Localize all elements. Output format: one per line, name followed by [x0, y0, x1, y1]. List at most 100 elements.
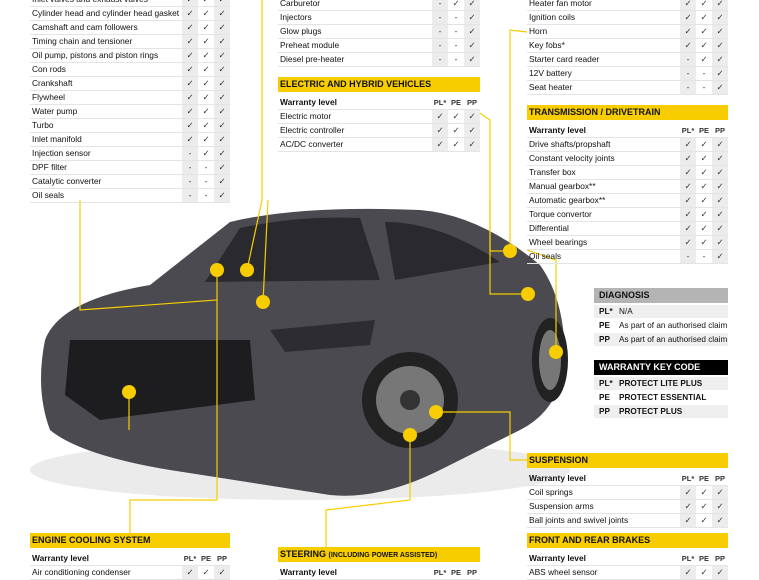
table-row: Camshaft and cam followers ✓ ✓ ✓ [30, 21, 230, 35]
coverage-mark: ✓ [712, 138, 728, 151]
coverage-mark: - [204, 190, 208, 200]
coverage-mark: ✓ [680, 194, 696, 207]
table-row: Crankshaft ✓ ✓ ✓ [30, 77, 230, 91]
coverage-mark: ✓ [700, 26, 708, 36]
column-header: PE [698, 474, 709, 483]
coverage-mark: ✓ [198, 0, 214, 6]
coverage-mark: ✓ [464, 138, 480, 151]
coverage-mark: ✓ [202, 78, 210, 88]
table-row: Heater fan motor ✓ ✓ ✓ [527, 0, 728, 11]
component-name: Inlet manifold [32, 134, 82, 144]
table-row: Horn ✓ ✓ ✓ [527, 25, 728, 39]
coverage-mark: ✓ [202, 134, 210, 144]
column-header-row: Warranty level PL* PE PP [278, 566, 480, 580]
table-row: ABS wheel sensor ✓ ✓ ✓ [527, 566, 728, 580]
warranty-level-label: Warranty level [280, 567, 337, 577]
column-header-row: Warranty level PL* PE PP [278, 96, 480, 110]
coverage-mark: - [680, 67, 696, 80]
component-name: Horn [529, 26, 548, 36]
coverage-mark: ✓ [712, 25, 728, 38]
table-row: DPF filter - - ✓ [30, 161, 230, 175]
column-header: PE [450, 98, 461, 107]
coverage-mark: ✓ [700, 167, 708, 177]
table-row: Timing chain and tensioner ✓ ✓ ✓ [30, 35, 230, 49]
warranty-level-label: Warranty level [280, 97, 337, 107]
component-name: Heater fan motor [529, 0, 592, 8]
coverage-mark: ✓ [182, 0, 198, 6]
coverage-mark: ✓ [214, 91, 230, 104]
coverage-mark: ✓ [214, 175, 230, 188]
table-row: Cylinder head and cylinder head gasket ✓ ✓… [30, 7, 230, 21]
component-name: Glow plugs [280, 26, 322, 36]
coverage-mark: ✓ [202, 92, 210, 102]
coverage-mark: ✓ [182, 133, 198, 146]
table-row: Key fobs* ✓ ✓ ✓ [527, 39, 728, 53]
component-name: Seat heater [529, 82, 573, 92]
column-header: PE [200, 554, 211, 563]
coverage-mark: ✓ [712, 222, 728, 235]
coverage-mark: ✓ [680, 152, 696, 165]
coverage-mark: ✓ [214, 105, 230, 118]
coverage-mark: ✓ [680, 39, 696, 52]
table-row: Starter card reader - ✓ ✓ [527, 53, 728, 67]
coverage-mark: ✓ [214, 35, 230, 48]
key-code-table: WARRANTY KEY CODE PL* PROTECT LITE PLUS PE P… [594, 360, 728, 419]
coverage-mark: ✓ [712, 0, 728, 10]
column-header-row: Warranty level PL* PE PP [527, 472, 728, 486]
cooling-table: ENGINE COOLING SYSTEM Warranty level PL* PE… [30, 533, 230, 580]
coverage-mark: - [702, 82, 706, 92]
coverage-mark: ✓ [712, 500, 728, 513]
key-row: PE As part of an authorised claim [594, 319, 728, 333]
component-name: Coil springs [529, 487, 573, 497]
suspension-table: SUSPENSION Warranty level PL* PE PP Coil spri… [527, 453, 728, 528]
coverage-mark: ✓ [712, 180, 728, 193]
coverage-mark: ✓ [712, 566, 728, 579]
coverage-mark: - [454, 26, 458, 36]
component-name: Air conditioning condenser [32, 567, 131, 577]
table-row: Injection sensor - ✓ ✓ [30, 147, 230, 161]
section-title-text: ELECTRIC AND HYBRID VEHICLES [280, 79, 432, 89]
table-row: Air conditioning condenser ✓ ✓ ✓ [30, 566, 230, 580]
coverage-mark: ✓ [680, 138, 696, 151]
coverage-mark: ✓ [452, 139, 460, 149]
coverage-mark: ✓ [680, 25, 696, 38]
table-row: Electric motor ✓ ✓ ✓ [278, 110, 480, 124]
table-row: Oil seals - - ✓ [527, 250, 728, 264]
coverage-mark: ✓ [182, 35, 198, 48]
column-header-row: Warranty level PL* PE PP [30, 552, 230, 566]
coverage-mark: ✓ [452, 0, 460, 8]
coverage-mark: ✓ [182, 105, 198, 118]
coverage-mark: - [454, 40, 458, 50]
table-row: Turbo ✓ ✓ ✓ [30, 119, 230, 133]
section-title-note: (INCLUDING POWER ASSISTED) [328, 552, 438, 559]
coverage-mark: ✓ [700, 209, 708, 219]
component-name: Torque convertor [529, 209, 592, 219]
table-row: Catalytic converter - - ✓ [30, 175, 230, 189]
coverage-mark: ✓ [464, 124, 480, 137]
level-description: PROTECT PLUS [619, 407, 683, 416]
table-row: Diesel pre-heater - - ✓ [278, 53, 480, 67]
table-row: AC/DC converter ✓ ✓ ✓ [278, 138, 480, 152]
coverage-mark: - [432, 0, 448, 10]
level-description: PROTECT ESSENTIAL [619, 393, 707, 402]
component-name: Transfer box [529, 167, 576, 177]
coverage-mark: ✓ [680, 514, 696, 527]
coverage-mark: ✓ [432, 124, 448, 137]
component-name: 12V battery [529, 68, 572, 78]
coverage-mark: - [680, 250, 696, 263]
component-name: Oil seals [529, 251, 562, 261]
table-row: Automatic gearbox** ✓ ✓ ✓ [527, 194, 728, 208]
column-header: PL* [433, 568, 447, 577]
coverage-mark: ✓ [214, 119, 230, 132]
coverage-mark: ✓ [712, 236, 728, 249]
component-name: Injectors [280, 12, 312, 22]
coverage-mark: ✓ [214, 566, 230, 579]
warranty-level-label: Warranty level [529, 125, 586, 135]
component-name: Oil pump, pistons and piston rings [32, 50, 159, 60]
column-header: PP [714, 474, 725, 483]
coverage-mark: ✓ [680, 208, 696, 221]
table-row: Differential ✓ ✓ ✓ [527, 222, 728, 236]
component-name: Oil seals [32, 190, 65, 200]
table-row: Torque convertor ✓ ✓ ✓ [527, 208, 728, 222]
